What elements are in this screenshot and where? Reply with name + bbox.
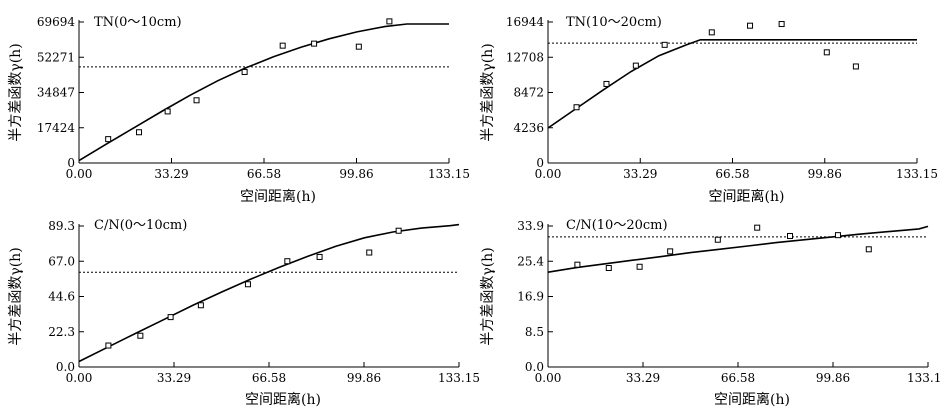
x-tick-label: 66.58 <box>721 371 755 385</box>
y-axis-title: 半方差函数γ(h) <box>8 247 24 345</box>
x-tick-label: 66.58 <box>715 167 749 181</box>
x-tick-label: 66.58 <box>247 167 281 181</box>
y-tick-label: 69694 <box>37 15 76 29</box>
data-point <box>279 42 286 49</box>
data-point <box>241 68 248 75</box>
data-point <box>573 104 580 111</box>
x-axis-title: 空间距离(h) <box>240 188 316 205</box>
data-point <box>137 332 144 339</box>
x-tick-label: 133.15 <box>428 167 470 181</box>
data-point <box>386 18 393 25</box>
data-point <box>197 302 204 309</box>
data-point <box>316 253 323 260</box>
y-tick-label: 22.3 <box>48 325 75 339</box>
data-point <box>605 265 612 272</box>
y-tick-label: 8472 <box>513 86 544 100</box>
x-tick-label: 99.86 <box>347 371 381 385</box>
data-point <box>778 21 785 28</box>
x-tick-label: 133.15 <box>896 167 938 181</box>
y-tick-label: 89.3 <box>48 219 75 233</box>
x-tick-label: 33.29 <box>154 167 188 181</box>
x-tick-label: 133.15 <box>438 371 480 385</box>
data-point <box>636 263 643 270</box>
data-point <box>632 62 639 69</box>
data-point <box>603 80 610 87</box>
x-tick-label: 33.29 <box>157 371 191 385</box>
x-axis-title: 空间距离(h) <box>714 391 790 408</box>
data-point <box>865 246 872 253</box>
y-tick-label: 16944 <box>506 15 545 29</box>
panel-title: TN(0～10cm) <box>94 15 182 30</box>
x-tick-label: 99.86 <box>808 167 842 181</box>
data-point <box>852 63 859 70</box>
data-point <box>167 314 174 321</box>
data-point <box>714 236 721 243</box>
x-tick-label: 0.00 <box>66 371 93 385</box>
data-point <box>193 97 200 104</box>
y-tick-label: 4236 <box>513 121 544 135</box>
data-point <box>708 29 715 36</box>
panel-cn-0-10cm: 0.00 33.29 66.58 99.86 133.15 0.0 22.3 44.6 67.0… <box>8 218 480 408</box>
panel-title: C/N(10～20cm) <box>566 218 668 233</box>
data-point <box>747 22 754 29</box>
y-axis-title: 半方差函数γ(h) <box>480 247 496 345</box>
data-point <box>574 261 581 268</box>
panel-cn-10-20cm: 0.00 33.29 66.58 99.86 133.15 0.0 8.5 16.9 25.4 3… <box>480 218 942 408</box>
x-axis-title: 空间距离(h) <box>709 188 785 205</box>
y-tick-label: 25.4 <box>517 254 544 268</box>
data-point <box>355 43 362 50</box>
x-tick-label: 99.86 <box>816 371 850 385</box>
y-tick-label: 0 <box>67 156 75 170</box>
y-tick-label: 52271 <box>37 50 75 64</box>
data-point <box>105 342 112 349</box>
x-tick-label: 33.29 <box>623 167 657 181</box>
fitted-model-curve <box>78 223 460 363</box>
x-tick-label: 33.29 <box>626 371 660 385</box>
data-point <box>661 41 668 48</box>
data-point <box>823 49 830 56</box>
x-tick-label: 133.15 <box>907 371 942 385</box>
data-point <box>244 281 251 288</box>
x-tick-label: 99.86 <box>339 167 373 181</box>
y-tick-label: 0 <box>536 156 544 170</box>
x-tick-label: 0.00 <box>535 371 562 385</box>
y-tick-label: 8.5 <box>525 325 544 339</box>
panel-title: TN(10～20cm) <box>566 15 662 30</box>
y-tick-label: 12708 <box>506 50 544 64</box>
y-tick-label: 44.6 <box>48 290 75 304</box>
fitted-model-curve <box>78 23 449 162</box>
data-point <box>284 258 291 265</box>
x-tick-label: 0.00 <box>535 167 562 181</box>
data-point <box>834 232 841 239</box>
y-tick-label: 16.9 <box>517 290 544 304</box>
data-point <box>395 227 402 234</box>
x-tick-label: 0.00 <box>66 167 93 181</box>
y-tick-label: 17424 <box>37 121 76 135</box>
y-tick-label: 34847 <box>37 86 75 100</box>
fitted-model-curve <box>547 39 917 129</box>
fitted-model-curve <box>547 225 929 273</box>
y-axis-title: 半方差函数γ(h) <box>480 43 496 141</box>
y-axis-title: 半方差函数γ(h) <box>8 43 24 141</box>
data-point <box>787 232 794 239</box>
data-point <box>667 248 674 255</box>
data-point <box>311 40 318 47</box>
y-tick-label: 0.0 <box>525 360 544 374</box>
x-tick-label: 66.58 <box>252 371 286 385</box>
data-point <box>105 136 112 143</box>
panel-tn-10-20cm: 0.00 33.29 66.58 99.86 133.15 0 4236 8472 12708 1… <box>480 15 938 205</box>
data-point <box>164 108 171 115</box>
panel-tn-0-10cm: 0.00 33.29 66.58 99.86 133.15 0 17424 34847 5227… <box>8 15 470 205</box>
data-point <box>136 129 143 136</box>
y-tick-label: 0.0 <box>56 360 75 374</box>
data-point <box>366 249 373 256</box>
x-axis-title: 空间距离(h) <box>245 391 321 408</box>
y-tick-label: 33.9 <box>517 219 544 233</box>
y-tick-label: 67.0 <box>48 254 75 268</box>
data-point <box>754 224 761 231</box>
panel-title: C/N(0～10cm) <box>94 218 187 233</box>
